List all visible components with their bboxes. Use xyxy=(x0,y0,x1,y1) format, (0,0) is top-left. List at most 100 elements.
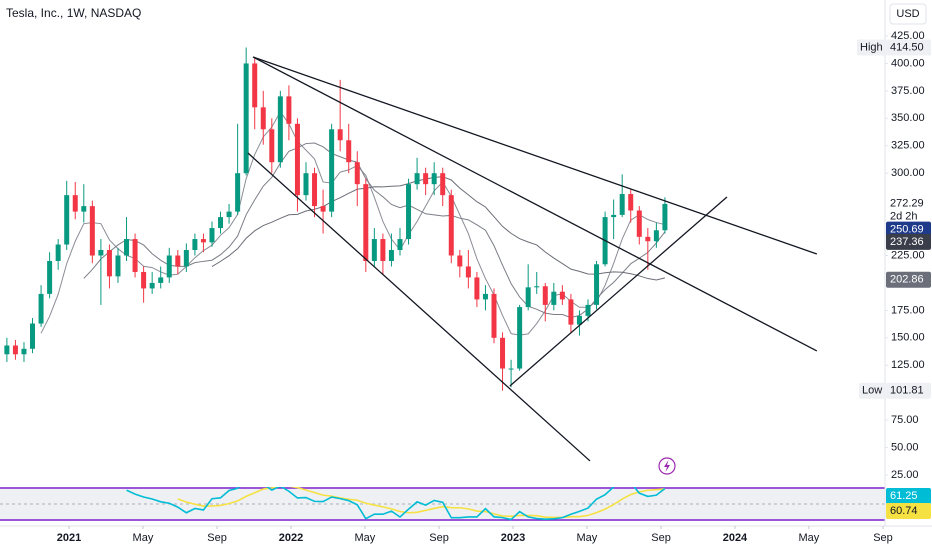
candle-body xyxy=(38,293,44,324)
candle xyxy=(397,228,403,256)
candle-body xyxy=(448,195,454,256)
candle-body xyxy=(406,184,412,240)
candle xyxy=(568,293,574,333)
candle-body xyxy=(218,217,224,229)
x-tick-label: Sep xyxy=(207,532,227,544)
alert-icon[interactable] xyxy=(658,457,676,475)
y-tick-label: 325.00 xyxy=(891,140,925,152)
high-value: 414.50 xyxy=(890,41,924,53)
candle xyxy=(277,90,283,168)
candle-body xyxy=(149,282,155,289)
candle xyxy=(12,340,18,360)
candle xyxy=(508,359,514,388)
candle xyxy=(611,199,617,240)
candle-body xyxy=(294,123,300,196)
trend-line xyxy=(252,56,818,255)
candle-body xyxy=(568,299,574,325)
candle xyxy=(175,250,181,275)
candle-body xyxy=(72,195,78,212)
y-tick-label: 425.00 xyxy=(891,30,925,42)
candle-body xyxy=(534,286,540,288)
candle-body xyxy=(175,255,181,267)
candle xyxy=(89,200,95,264)
candle-body xyxy=(277,96,283,163)
candle xyxy=(312,167,318,218)
candle-body xyxy=(209,228,215,243)
y-tick-label: 375.00 xyxy=(891,85,925,97)
candle-body xyxy=(371,239,377,261)
candle xyxy=(653,222,659,248)
candle xyxy=(380,233,386,275)
candle-body xyxy=(457,255,463,267)
y-tick-label: 75.00 xyxy=(891,414,919,426)
candle-body xyxy=(508,368,514,370)
candle-body xyxy=(4,345,10,355)
candle xyxy=(576,310,582,336)
candle xyxy=(192,233,198,256)
candle xyxy=(551,282,557,311)
candle-body xyxy=(329,129,335,212)
candle xyxy=(440,167,446,207)
y-tick-label: 225.00 xyxy=(891,249,925,261)
candle xyxy=(158,266,164,289)
candle xyxy=(619,174,625,218)
low-value: 101.81 xyxy=(890,385,924,397)
candle-body xyxy=(585,304,591,316)
candle-body xyxy=(636,210,642,237)
candle xyxy=(628,189,634,223)
candle xyxy=(47,252,53,299)
rsi-panel xyxy=(0,487,885,521)
candle xyxy=(226,203,232,224)
candle xyxy=(209,221,215,247)
candle-body xyxy=(482,293,488,300)
candle xyxy=(38,285,44,327)
rsi-value: 61.25 xyxy=(890,490,918,502)
candle-body xyxy=(465,266,471,278)
candle-body xyxy=(628,194,634,211)
low-label-box xyxy=(859,382,885,399)
ma-value: 202.86 xyxy=(890,274,924,286)
candle-body xyxy=(645,236,651,242)
candle-body xyxy=(89,206,95,256)
candle-body xyxy=(431,173,437,185)
currency-button[interactable] xyxy=(889,3,927,25)
candle xyxy=(371,228,377,267)
candle xyxy=(423,167,429,196)
candle xyxy=(491,288,497,344)
candle-body xyxy=(551,291,557,305)
x-tick-label: May xyxy=(577,532,598,544)
candle-body xyxy=(388,250,394,261)
high-label-box xyxy=(857,39,885,56)
candle xyxy=(132,233,138,278)
candle xyxy=(243,47,249,176)
rsi-line xyxy=(126,487,666,521)
x-tick-label: 2022 xyxy=(279,532,303,544)
candle-body xyxy=(286,96,292,124)
candle xyxy=(517,304,523,371)
candle xyxy=(200,233,206,253)
candle xyxy=(346,123,352,174)
candle xyxy=(662,197,668,234)
candle xyxy=(218,211,224,234)
alert-bolt[interactable] xyxy=(664,460,670,472)
candle-body xyxy=(252,63,258,108)
candle-body xyxy=(474,277,480,300)
candle xyxy=(81,184,87,223)
candle-body xyxy=(132,239,138,272)
candle xyxy=(525,264,531,311)
candle xyxy=(141,266,147,303)
candle xyxy=(124,217,130,261)
candle xyxy=(98,239,104,305)
candle-body xyxy=(269,129,275,163)
rsi-value-box xyxy=(886,488,931,504)
candle-body xyxy=(559,291,565,300)
candle xyxy=(64,180,70,251)
currency[interactable]: USD xyxy=(896,8,919,20)
y-tick-label: 300.00 xyxy=(891,167,925,179)
candle-body xyxy=(337,129,343,141)
candle-body xyxy=(662,203,668,231)
candle-body xyxy=(576,315,582,325)
candle xyxy=(594,260,600,310)
x-tick-label: May xyxy=(798,532,819,544)
